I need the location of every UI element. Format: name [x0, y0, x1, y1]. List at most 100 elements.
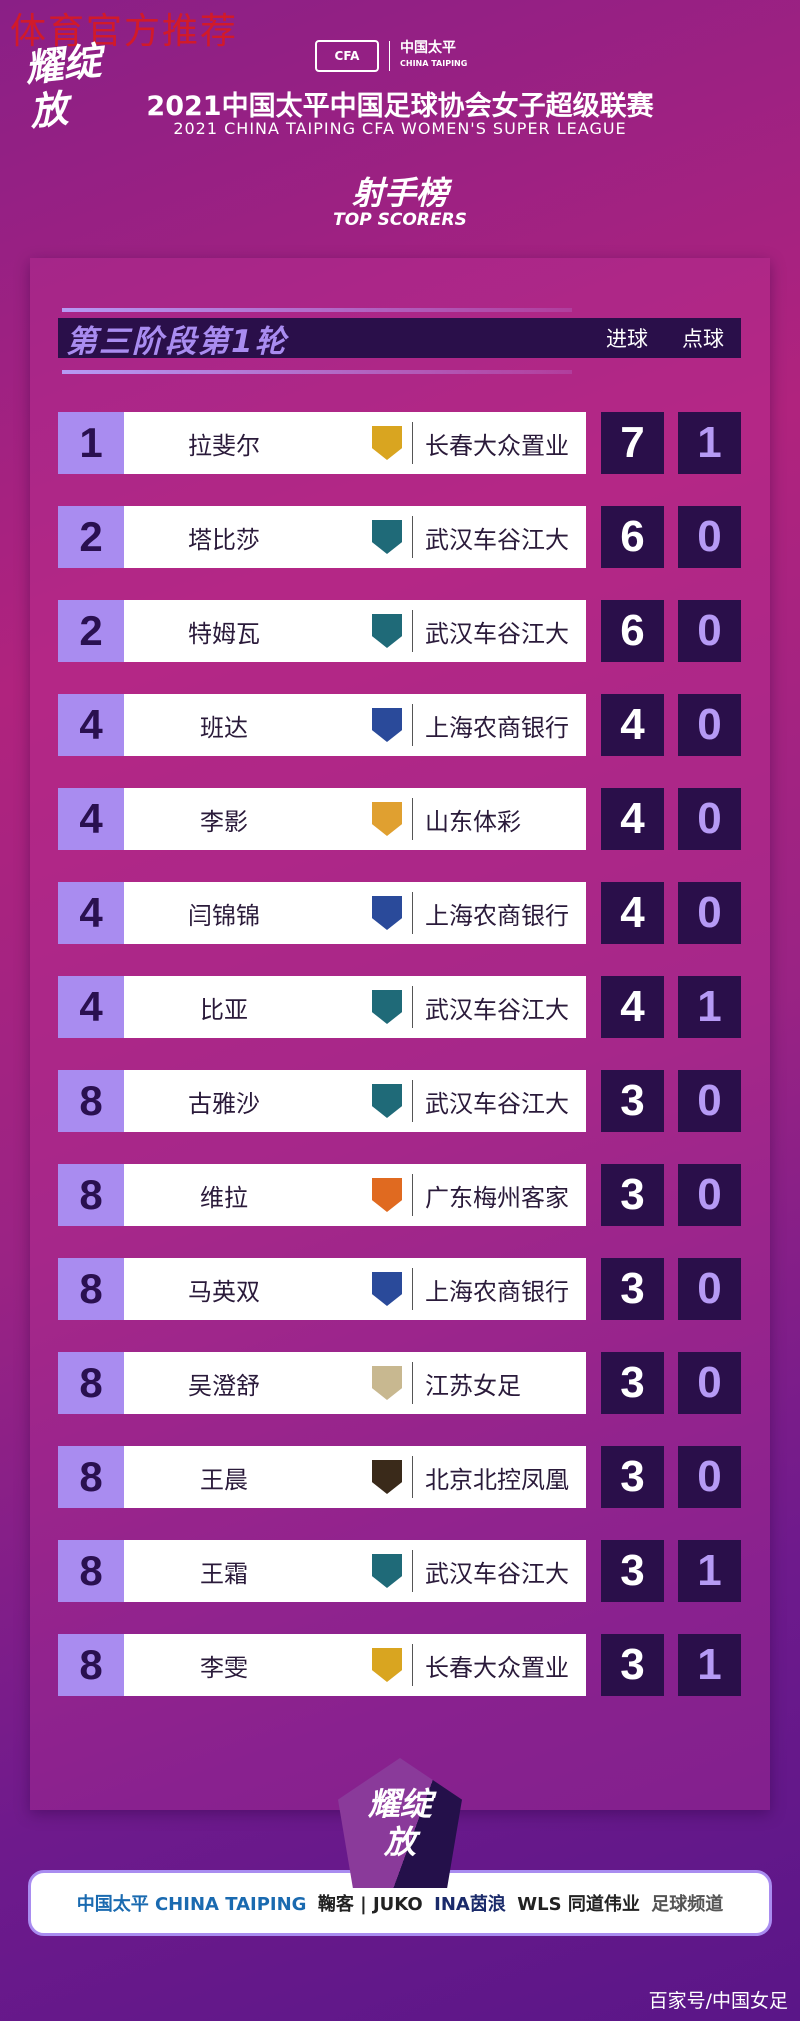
team-crest-icon: [372, 802, 402, 836]
sponsor-logo: 鞠客 | JUKO: [317, 1894, 423, 1915]
team-crest-icon: [372, 1272, 402, 1306]
watermark: 体育官方推荐: [10, 11, 239, 52]
rank: 1: [58, 412, 124, 474]
divider: [412, 1362, 413, 1404]
goals: 7: [601, 412, 664, 474]
team-name: 上海农商银行: [425, 1277, 569, 1306]
goals: 4: [601, 788, 664, 850]
col-goals: 进球: [606, 327, 648, 351]
cfa-logo: CFA: [315, 40, 379, 72]
team-crest-icon: [372, 990, 402, 1024]
col-penalties: 点球: [682, 327, 724, 351]
team-name: 长春大众置业: [425, 431, 569, 460]
team-crest-icon: [372, 1084, 402, 1118]
goals: 4: [601, 882, 664, 944]
team-name: 武汉车谷江大: [425, 995, 569, 1024]
sponsor-logo: WLS 同道伟业: [517, 1894, 640, 1915]
stage-title: 第三阶段第1轮: [66, 323, 288, 360]
divider: [412, 1080, 413, 1122]
player-name: 古雅沙: [188, 1089, 260, 1118]
player-name: 李影: [200, 807, 248, 836]
table-row: 8 吴澄舒 江苏女足 3 0: [58, 1352, 741, 1414]
goals: 3: [601, 1634, 664, 1696]
team-crest-icon: [372, 1460, 402, 1494]
penalties: 1: [678, 1634, 741, 1696]
rank: 8: [58, 1258, 124, 1320]
divider: [412, 516, 413, 558]
table-row: 8 王晨 北京北控凤凰 3 0: [58, 1446, 741, 1508]
china-taiping-logo: 中国太平 CHINA TAIPING: [400, 40, 467, 72]
player-name: 特姆瓦: [188, 619, 260, 648]
divider: [412, 1456, 413, 1498]
goals: 3: [601, 1070, 664, 1132]
table-row: 4 李影 山东体彩 4 0: [58, 788, 741, 850]
team-name: 上海农商银行: [425, 901, 569, 930]
penalties: 1: [678, 412, 741, 474]
rank: 2: [58, 506, 124, 568]
goals: 3: [601, 1258, 664, 1320]
rank: 8: [58, 1540, 124, 1602]
penalties: 0: [678, 694, 741, 756]
goals: 3: [601, 1352, 664, 1414]
sponsor-cn: 中国太平: [400, 40, 456, 56]
player-name: 王晨: [200, 1465, 248, 1494]
player-name: 维拉: [200, 1183, 248, 1212]
divider: [412, 1174, 413, 1216]
divider: [412, 1644, 413, 1686]
team-name: 广东梅州客家: [425, 1183, 569, 1212]
goals: 4: [601, 694, 664, 756]
team-crest-icon: [372, 708, 402, 742]
rank: 8: [58, 1446, 124, 1508]
board-title: 射手榜: [351, 174, 448, 212]
divider: [412, 892, 413, 934]
divider: [62, 308, 572, 312]
credit: 百家号/中国女足: [648, 1990, 788, 2012]
goals: 4: [601, 976, 664, 1038]
player-name: 拉斐尔: [188, 431, 260, 460]
rank: 8: [58, 1164, 124, 1226]
player-name: 比亚: [200, 995, 248, 1024]
table-row: 8 马英双 上海农商银行 3 0: [58, 1258, 741, 1320]
player-name: 塔比莎: [188, 525, 260, 554]
goals: 6: [601, 600, 664, 662]
team-crest-icon: [372, 1178, 402, 1212]
team-name: 北京北控凤凰: [425, 1465, 569, 1494]
player-info: 比亚 武汉车谷江大: [124, 976, 586, 1038]
rank: 8: [58, 1352, 124, 1414]
divider: [412, 986, 413, 1028]
header-logos: CFA 中国太平 CHINA TAIPING: [315, 40, 467, 72]
player-info: 王霜 武汉车谷江大: [124, 1540, 586, 1602]
table-row: 8 王霜 武汉车谷江大 3 1: [58, 1540, 741, 1602]
divider: [412, 610, 413, 652]
goals: 3: [601, 1540, 664, 1602]
team-crest-icon: [372, 896, 402, 930]
penalties: 0: [678, 1164, 741, 1226]
penalties: 0: [678, 1070, 741, 1132]
rank: 8: [58, 1634, 124, 1696]
table-row: 2 特姆瓦 武汉车谷江大 6 0: [58, 600, 741, 662]
penalties: 0: [678, 1352, 741, 1414]
goals: 3: [601, 1164, 664, 1226]
divider: [62, 370, 572, 374]
table-row: 4 班达 上海农商银行 4 0: [58, 694, 741, 756]
player-info: 维拉 广东梅州客家: [124, 1164, 586, 1226]
team-crest-icon: [372, 1366, 402, 1400]
title-cn: 2021中国太平中国足球协会女子超级联赛: [146, 91, 654, 122]
rank: 4: [58, 694, 124, 756]
team-name: 山东体彩: [425, 807, 521, 836]
team-name: 武汉车谷江大: [425, 525, 569, 554]
title-en: 2021 CHINA TAIPING CFA WOMEN'S SUPER LEA…: [173, 119, 627, 138]
team-crest-icon: [372, 614, 402, 648]
player-info: 拉斐尔 长春大众置业: [124, 412, 586, 474]
brand-badge-text: 耀绽放: [367, 1785, 432, 1861]
player-name: 王霜: [200, 1559, 248, 1588]
rank: 4: [58, 788, 124, 850]
table-header: 第三阶段第1轮 进球 点球: [58, 318, 741, 360]
player-info: 李影 山东体彩: [124, 788, 586, 850]
penalties: 0: [678, 506, 741, 568]
rank: 4: [58, 882, 124, 944]
penalties: 0: [678, 1446, 741, 1508]
team-name: 武汉车谷江大: [425, 619, 569, 648]
goals: 3: [601, 1446, 664, 1508]
rank: 8: [58, 1070, 124, 1132]
